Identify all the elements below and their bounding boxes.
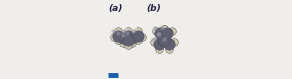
- Text: (a): (a): [108, 4, 123, 13]
- Text: (b): (b): [147, 4, 161, 13]
